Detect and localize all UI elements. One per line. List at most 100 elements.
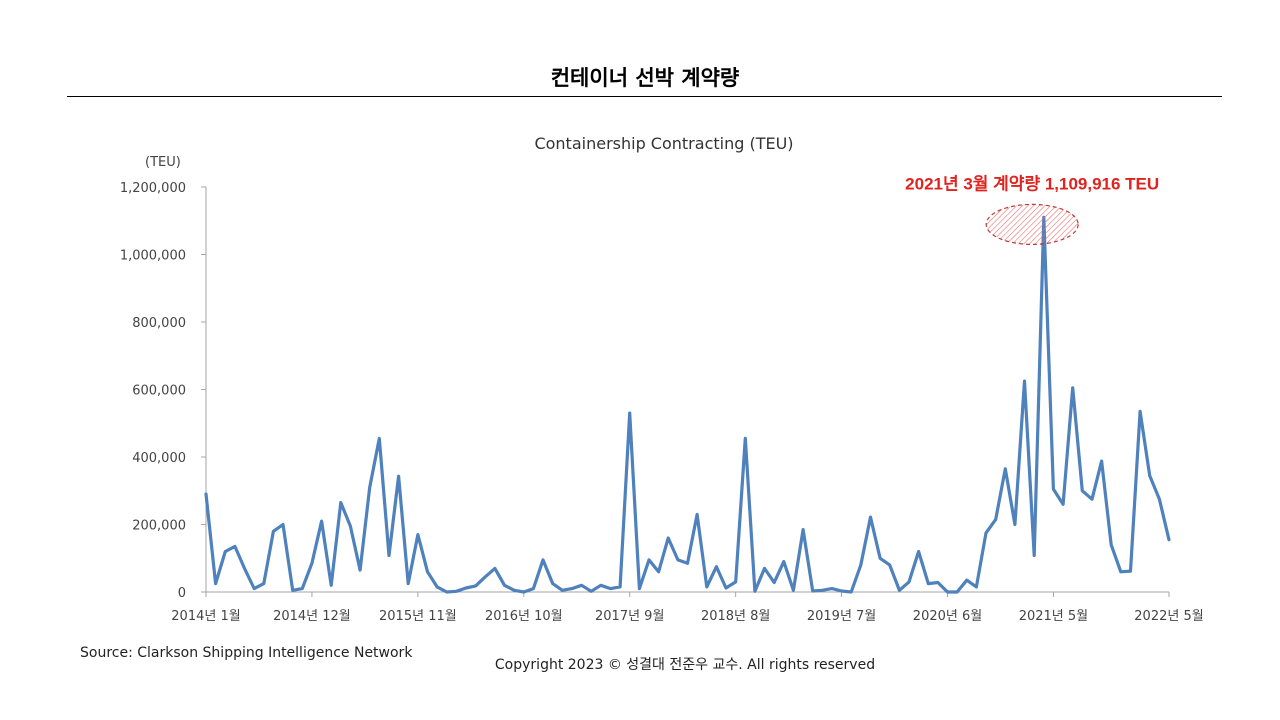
y-tick-label: 800,000: [132, 316, 186, 331]
data-point: [320, 519, 323, 523]
data-point: [609, 587, 612, 590]
data-point: [513, 589, 516, 592]
data-point: [975, 585, 978, 589]
y-tick-label: 400,000: [132, 451, 186, 466]
data-point: [1158, 498, 1161, 501]
data-point: [291, 589, 294, 592]
data-point: [946, 590, 949, 594]
data-point: [1119, 570, 1123, 573]
x-tick-label: 2018년 8월: [701, 609, 770, 624]
y-tick-label: 0: [178, 586, 186, 601]
title-divider: [67, 96, 1222, 97]
data-point: [936, 581, 940, 584]
data-point: [204, 492, 208, 496]
data-point: [667, 536, 670, 540]
data-point: [301, 587, 304, 590]
x-tick-label: 2022년 5월: [1134, 609, 1203, 624]
data-point: [907, 580, 911, 584]
data-point: [1052, 487, 1055, 491]
data-point: [397, 475, 400, 478]
x-tick-label: 2021년 5월: [1019, 609, 1088, 624]
x-tick-label: 2014년 12월: [273, 609, 351, 624]
data-point: [349, 525, 352, 528]
data-point: [339, 501, 342, 504]
data-point: [387, 554, 391, 557]
data-point: [281, 523, 285, 526]
data-point: [638, 587, 641, 590]
data-point: [927, 582, 930, 585]
data-point: [1033, 554, 1036, 557]
x-tick-label: 2017년 9월: [595, 609, 664, 624]
data-point: [358, 568, 362, 572]
data-point: [647, 558, 651, 562]
data-point: [734, 580, 737, 584]
data-point: [503, 584, 506, 587]
data-point: [994, 518, 997, 521]
data-point: [599, 584, 602, 587]
data-point: [744, 437, 747, 440]
data-point: [310, 562, 314, 565]
data-point: [1110, 543, 1113, 546]
page-title: 컨테이너 선박 계약량: [550, 66, 740, 90]
data-point: [724, 586, 728, 590]
data-point: [1148, 474, 1151, 477]
data-point: [243, 567, 246, 570]
data-point: [840, 589, 843, 593]
data-point: [715, 565, 718, 568]
data-point: [801, 528, 805, 531]
data-point: [330, 584, 333, 587]
data-point: [253, 587, 256, 590]
data-point: [888, 563, 891, 567]
data-point: [830, 587, 834, 590]
data-point: [763, 567, 766, 570]
data-point: [676, 558, 680, 562]
data-point: [541, 558, 545, 562]
data-point: [407, 582, 410, 585]
data-point: [1129, 569, 1132, 573]
data-point: [753, 590, 757, 593]
data-point: [272, 530, 275, 533]
data-point: [782, 560, 785, 563]
data-point: [224, 550, 227, 553]
data-point: [869, 515, 872, 519]
data-point: [811, 589, 814, 593]
data-point: [686, 562, 689, 565]
data-point: [484, 575, 487, 578]
data-point: [705, 585, 708, 589]
data-point: [561, 589, 564, 592]
data-point: [1013, 523, 1017, 526]
data-point: [1004, 467, 1007, 470]
data-point: [1100, 459, 1103, 463]
data-point: [445, 590, 448, 594]
data-point: [955, 590, 959, 594]
y-tick-label: 200,000: [132, 519, 186, 534]
chart-axes: 0 200,000 400,000 600,000 800,000 1,000,000 1,…: [120, 181, 1204, 624]
x-tick-label: 2014년 1월: [171, 609, 240, 624]
y-tick-label: 1,000,000: [120, 249, 186, 264]
data-point: [522, 590, 525, 594]
data-point: [1167, 538, 1171, 541]
y-tick-label: 600,000: [132, 384, 186, 399]
data-point: [618, 585, 622, 589]
data-point: [878, 557, 882, 560]
data-point: [580, 584, 583, 587]
data-point: [474, 584, 477, 588]
y-tick-label: 1,200,000: [120, 181, 186, 196]
data-point: [792, 589, 795, 592]
data-point: [1138, 410, 1142, 413]
data-point: [1081, 489, 1084, 492]
data-point: [532, 587, 535, 590]
chart-title: Containership Contracting (TEU): [534, 134, 793, 153]
data-point: [378, 437, 381, 440]
data-point: [1071, 386, 1074, 389]
data-point: [368, 486, 371, 489]
data-point: [965, 579, 968, 582]
data-point: [821, 589, 824, 592]
y-axis-unit-label: (TEU): [145, 155, 181, 170]
plot-area: [204, 215, 1171, 594]
data-point: [628, 411, 631, 415]
x-tick-label: 2019년 7월: [807, 609, 876, 624]
data-point: [695, 513, 699, 516]
data-point: [850, 590, 853, 594]
data-point: [233, 545, 237, 548]
